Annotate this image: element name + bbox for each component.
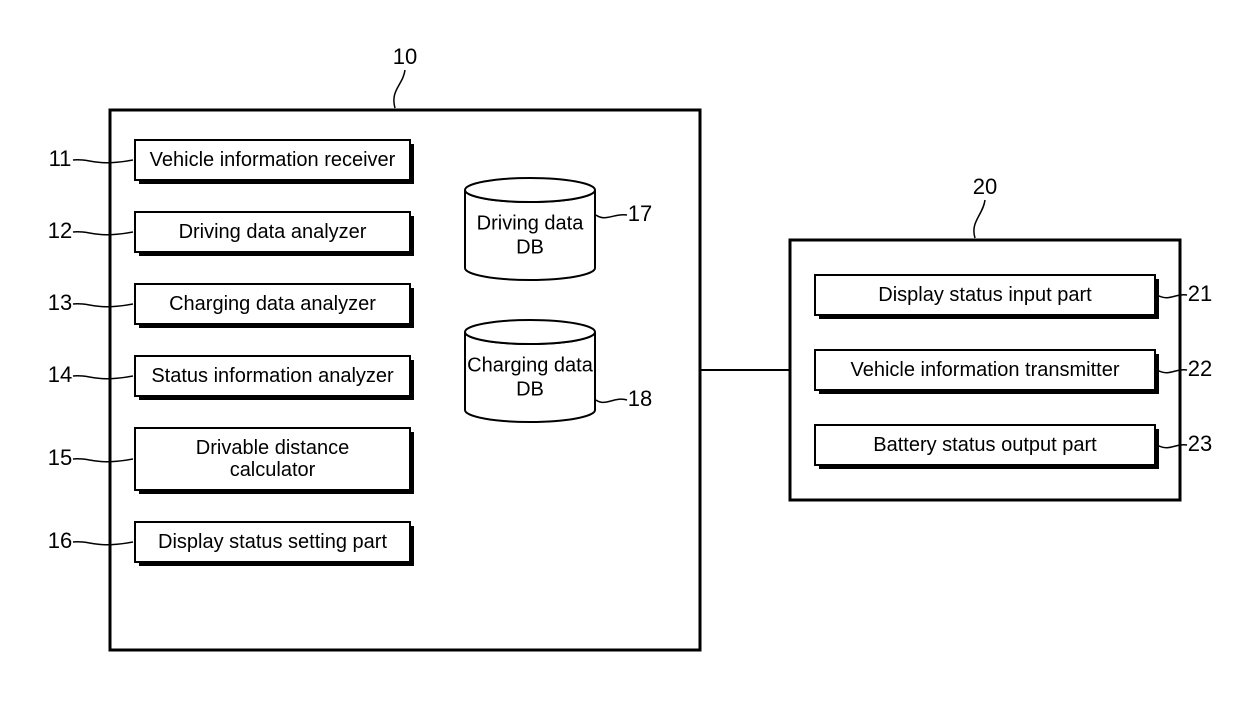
leader-21 [1157, 295, 1187, 298]
label-21: Display status input part [878, 284, 1092, 306]
num-15: 15 [48, 445, 72, 470]
db-18-lid [465, 320, 595, 344]
leader-23 [1157, 445, 1187, 448]
leader-15 [73, 459, 133, 462]
label-13: Charging data analyzer [169, 293, 376, 315]
leader-14 [73, 376, 133, 379]
num-10: 10 [393, 44, 417, 69]
db-18-label2: DB [516, 378, 544, 400]
db-17-body [465, 190, 595, 280]
db-17-label1: Driving data [477, 212, 585, 234]
db-17-lid [465, 178, 595, 202]
leader-10 [394, 70, 405, 108]
leader-18 [596, 399, 627, 402]
num-22: 22 [1188, 356, 1212, 381]
num-14: 14 [48, 362, 72, 387]
label-22: Vehicle information transmitter [850, 359, 1119, 381]
db-17-label2: DB [516, 236, 544, 258]
label-23: Battery status output part [873, 434, 1097, 456]
label-11: Vehicle information receiver [150, 149, 396, 171]
leader-16 [73, 542, 133, 545]
num-23: 23 [1188, 431, 1212, 456]
num-13: 13 [48, 290, 72, 315]
label-14: Status information analyzer [151, 365, 394, 387]
label-16: Display status setting part [158, 531, 387, 553]
num-20: 20 [973, 174, 997, 199]
num-18: 18 [628, 386, 652, 411]
num-12: 12 [48, 218, 72, 243]
num-17: 17 [628, 201, 652, 226]
leader-12 [73, 232, 133, 235]
num-11: 11 [49, 146, 72, 171]
leader-13 [73, 304, 133, 307]
leader-11 [73, 160, 133, 163]
label-12: Driving data analyzer [179, 221, 367, 243]
leader-22 [1157, 370, 1187, 373]
leader-17 [596, 215, 627, 218]
db-18-body [465, 332, 595, 422]
db-18-label1: Charging data [467, 354, 594, 376]
num-21: 21 [1188, 281, 1212, 306]
num-16: 16 [48, 528, 72, 553]
leader-20 [974, 200, 985, 238]
